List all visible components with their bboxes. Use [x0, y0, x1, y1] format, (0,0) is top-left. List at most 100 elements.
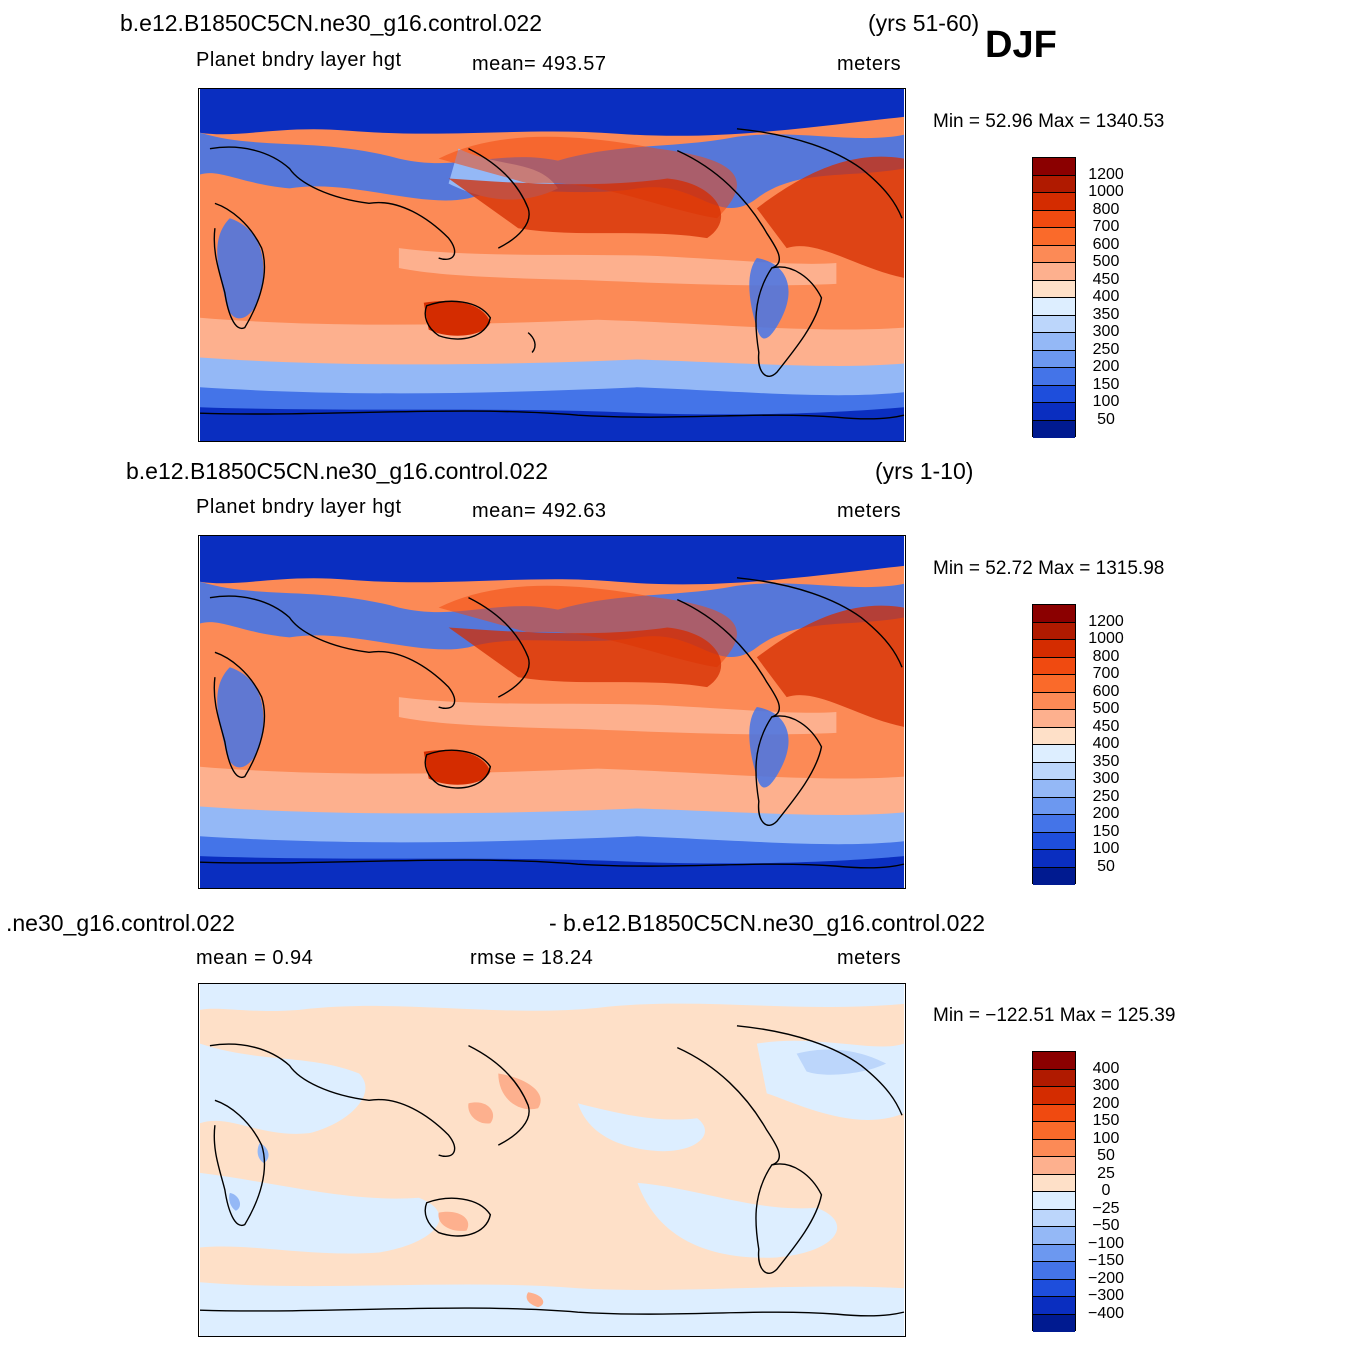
colorbar-swatch — [1033, 867, 1075, 885]
colorbar-swatch — [1033, 710, 1075, 728]
colorbar-label: 0 — [1101, 1182, 1111, 1199]
colorbar-label: 50 — [1097, 410, 1115, 428]
colorbar-swatch — [1033, 420, 1075, 438]
colorbar-swatch — [1033, 1139, 1075, 1157]
panel1-units: meters — [837, 53, 902, 75]
colorbar-label: 1200 — [1088, 165, 1124, 183]
colorbar-swatch — [1033, 333, 1075, 351]
colorbar-swatch — [1033, 385, 1075, 403]
colorbar-swatch — [1033, 1297, 1075, 1315]
panel3-case-right: - b.e12.B1850C5CN.ne30_g16.control.022 — [549, 910, 986, 936]
colorbar-swatch — [1033, 245, 1075, 263]
colorbar-swatch — [1033, 315, 1075, 333]
colorbar-label: 25 — [1097, 1164, 1115, 1182]
colorbar-swatch — [1033, 1157, 1075, 1175]
panel2-mean: mean= 492.63 — [472, 500, 607, 522]
colorbar-label: −50 — [1092, 1217, 1120, 1234]
colorbar-label: 700 — [1092, 665, 1120, 682]
colorbar-swatch — [1033, 1087, 1075, 1105]
colorbar-swatch — [1033, 175, 1075, 193]
colorbar-label: 100 — [1092, 840, 1120, 857]
colorbar-swatch — [1033, 350, 1075, 368]
colorbar-swatch — [1033, 762, 1075, 780]
colorbar-label: 300 — [1092, 323, 1120, 340]
colorbar-swatch — [1033, 368, 1075, 386]
colorbar-label: 800 — [1092, 647, 1120, 665]
colorbar-swatch — [1033, 657, 1075, 675]
colorbar-swatch — [1033, 263, 1075, 281]
colorbar-label: 300 — [1092, 1077, 1120, 1094]
panel2-var-name: Planet bndry layer hgt — [196, 496, 402, 518]
panel2-map — [198, 535, 906, 889]
colorbar-swatch — [1033, 832, 1075, 850]
colorbar-swatch — [1033, 780, 1075, 798]
panel1-map-svg — [199, 89, 905, 441]
colorbar-label: 250 — [1092, 787, 1120, 805]
colorbar-label: 150 — [1092, 375, 1120, 393]
panel1-colorbar — [1032, 157, 1076, 438]
panel1-years: (yrs 51-60) — [868, 10, 980, 36]
colorbar-swatch — [1033, 675, 1075, 693]
colorbar-label: −150 — [1087, 1252, 1125, 1269]
colorbar-swatch — [1033, 298, 1075, 316]
colorbar-swatch — [1033, 797, 1075, 815]
panel1-mean: mean= 493.57 — [472, 53, 607, 75]
panel3-colorbar — [1032, 1051, 1076, 1332]
colorbar-swatch — [1033, 1104, 1075, 1122]
colorbar-label: 200 — [1092, 805, 1120, 822]
colorbar-swatch — [1033, 1174, 1075, 1192]
colorbar-label: 150 — [1092, 1112, 1120, 1129]
panel2-units: meters — [837, 500, 902, 522]
colorbar-swatch — [1033, 692, 1075, 710]
colorbar-label: 1000 — [1088, 183, 1124, 200]
colorbar-swatch — [1033, 1069, 1075, 1087]
panel3-mean: mean = 0.94 — [196, 947, 314, 969]
colorbar-label: 200 — [1092, 358, 1120, 375]
colorbar-label: −100 — [1087, 1234, 1125, 1252]
colorbar-swatch — [1033, 1052, 1075, 1070]
colorbar-swatch — [1033, 727, 1075, 745]
colorbar-swatch — [1033, 1209, 1075, 1227]
colorbar-swatch — [1033, 745, 1075, 763]
panel2-colorbar — [1032, 604, 1076, 885]
season-label: DJF — [985, 24, 1057, 66]
panel2-minmax: Min = 52.72 Max = 1315.98 — [933, 558, 1165, 579]
colorbar-swatch — [1033, 1192, 1075, 1210]
panel3-case-left: .ne30_g16.control.022 — [6, 910, 235, 936]
colorbar-swatch — [1033, 815, 1075, 833]
colorbar-label: 600 — [1092, 235, 1120, 253]
colorbar-label: 450 — [1092, 717, 1120, 735]
panel3-map — [198, 983, 906, 1337]
panel3-units: meters — [837, 947, 902, 969]
colorbar-label: 600 — [1092, 682, 1120, 700]
colorbar-label: 350 — [1092, 305, 1120, 323]
colorbar-swatch — [1033, 605, 1075, 623]
colorbar-label: 1000 — [1088, 630, 1124, 647]
colorbar-swatch — [1033, 1227, 1075, 1245]
colorbar-label: −300 — [1087, 1287, 1125, 1304]
colorbar-label: 400 — [1092, 288, 1120, 305]
colorbar-label: 1200 — [1088, 612, 1124, 630]
panel1-var-name: Planet bndry layer hgt — [196, 49, 402, 71]
colorbar-label: 450 — [1092, 270, 1120, 288]
colorbar-swatch — [1033, 1262, 1075, 1280]
colorbar-label: 200 — [1092, 1094, 1120, 1112]
panel3-rmse: rmse = 18.24 — [470, 947, 594, 969]
colorbar-swatch — [1033, 228, 1075, 246]
colorbar-swatch — [1033, 403, 1075, 421]
colorbar-label: 50 — [1097, 857, 1115, 875]
panel3-map-svg — [199, 984, 905, 1336]
colorbar-label: 100 — [1092, 1129, 1120, 1147]
colorbar-label: 350 — [1092, 752, 1120, 770]
colorbar-label: 100 — [1092, 393, 1120, 410]
colorbar-label: −25 — [1092, 1199, 1120, 1217]
panel1-case-title: b.e12.B1850C5CN.ne30_g16.control.022 — [120, 10, 542, 36]
colorbar-label: 50 — [1097, 1147, 1115, 1164]
colorbar-swatch — [1033, 622, 1075, 640]
panel2-map-svg — [199, 536, 905, 888]
colorbar-label: −400 — [1087, 1304, 1125, 1322]
colorbar-label: 500 — [1092, 253, 1120, 270]
panel1-map — [198, 88, 906, 442]
colorbar-label: 150 — [1092, 822, 1120, 840]
colorbar-swatch — [1033, 210, 1075, 228]
